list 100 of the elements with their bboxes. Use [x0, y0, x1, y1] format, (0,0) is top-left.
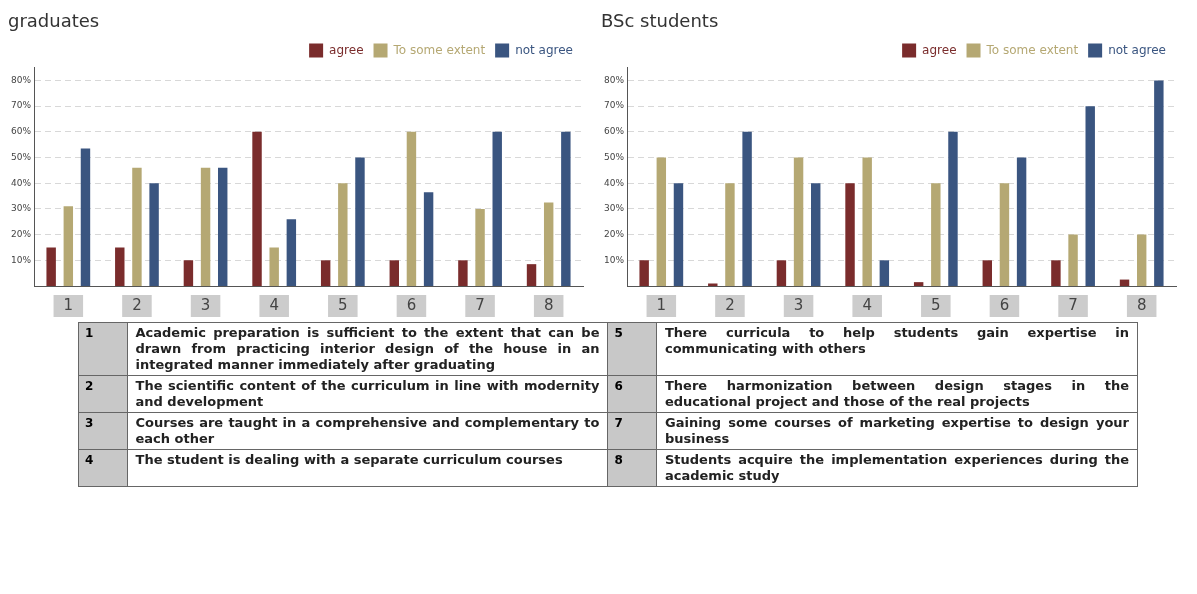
- bar: [338, 183, 348, 286]
- bar: [389, 260, 399, 286]
- bar: [1085, 106, 1095, 286]
- bar: [1068, 234, 1078, 286]
- text: Courses are taught in a comprehensive and complementary to each other: [127, 412, 608, 450]
- legend-label: agree: [329, 42, 364, 57]
- bar: [639, 260, 649, 286]
- bar: [200, 167, 211, 286]
- bar: [862, 157, 872, 286]
- x-tick-label: 1: [656, 295, 667, 314]
- legend-label: not agree: [1108, 42, 1166, 57]
- text: Academic preparation is sufficient to the extent that can be drawn from practicing interior design of the house in an integrated manner immediately after graduating: [127, 322, 608, 376]
- y-tick-label: 30%: [603, 203, 625, 214]
- bar: [80, 148, 91, 286]
- bar: [218, 167, 228, 286]
- chart-title: graduates: [8, 10, 100, 32]
- x-tick-label: 4: [862, 295, 872, 314]
- legend-label: To some extent: [392, 42, 486, 57]
- x-tick-label: 3: [200, 295, 211, 314]
- legend-label: To some extent: [985, 42, 1079, 57]
- bar: [982, 260, 992, 286]
- y-tick-label: 40%: [603, 177, 625, 188]
- category-label: 8: [607, 449, 657, 487]
- bar: [355, 157, 365, 286]
- bar: [183, 260, 194, 286]
- legend-label: not agree: [515, 42, 573, 57]
- x-tick-label: 1: [63, 295, 74, 314]
- y-tick-label: 20%: [10, 228, 32, 239]
- bar: [931, 183, 941, 286]
- bar: [252, 131, 262, 286]
- bar: [1016, 157, 1027, 286]
- x-tick-label: 8: [1136, 295, 1147, 314]
- y-tick-label: 80%: [603, 74, 625, 85]
- text: Students acquire the implementation experiences during the academic study: [656, 449, 1138, 487]
- bar: [776, 260, 787, 286]
- y-tick-label: 10%: [603, 254, 625, 265]
- bar: [458, 260, 468, 286]
- x-tick-label: 6: [999, 295, 1010, 314]
- bar: [999, 183, 1010, 286]
- y-tick-label: 10%: [10, 254, 32, 265]
- bar: [811, 183, 821, 286]
- bar: [793, 157, 804, 286]
- x-tick-label: 3: [793, 295, 804, 314]
- bar: [913, 282, 924, 286]
- bar: [656, 157, 667, 286]
- y-tick-label: 30%: [10, 203, 32, 214]
- bar: [1154, 80, 1164, 286]
- y-tick-label: 60%: [10, 126, 32, 137]
- category-label: 4: [78, 449, 128, 487]
- y-tick-label: 60%: [603, 126, 625, 137]
- y-tick-label: 80%: [10, 74, 32, 85]
- y-tick-label: 50%: [603, 151, 625, 162]
- bar: [46, 247, 56, 286]
- y-tick-label: 50%: [10, 151, 32, 162]
- x-tick-label: 4: [269, 295, 279, 314]
- bar: [708, 283, 718, 286]
- bar: [475, 208, 485, 286]
- x-tick-label: 2: [132, 295, 142, 314]
- bar: [149, 183, 159, 286]
- y-tick-label: 70%: [603, 100, 625, 111]
- x-tick-label: 8: [543, 295, 554, 314]
- bar: [879, 260, 890, 286]
- bar: [742, 131, 752, 286]
- x-tick-label: 7: [475, 295, 485, 314]
- bar: [845, 183, 855, 286]
- bar: [269, 247, 279, 286]
- x-tick-label: 6: [406, 295, 417, 314]
- category-label: 6: [607, 375, 657, 413]
- x-tick-label: 5: [338, 295, 348, 314]
- y-tick-label: 20%: [603, 228, 625, 239]
- bar: [423, 192, 434, 286]
- bar: [115, 247, 125, 286]
- text: There curricula to help students gain expertise in communicating with others: [656, 322, 1138, 376]
- bar: [1051, 260, 1061, 286]
- text: The student is dealing with a separate curriculum courses: [127, 449, 608, 487]
- bar: [725, 183, 735, 286]
- bar: [948, 131, 958, 286]
- bar: [406, 131, 417, 286]
- bar: [1136, 234, 1147, 286]
- bar: [63, 206, 74, 286]
- x-tick-label: 5: [931, 295, 941, 314]
- text: The scientific content of the curriculum in line with modernity and development: [127, 375, 608, 413]
- bar: [561, 131, 571, 286]
- bar: [492, 131, 502, 286]
- bar: [320, 260, 331, 286]
- x-tick-label: 2: [725, 295, 735, 314]
- legend-label: agree: [922, 42, 957, 57]
- category-label: 2: [78, 375, 128, 413]
- text: There harmonization between design stages in the educational project and those of the real projects: [656, 375, 1138, 413]
- bar: [132, 167, 142, 286]
- x-tick-label: 7: [1068, 295, 1078, 314]
- y-tick-label: 40%: [10, 177, 32, 188]
- text: Gaining some courses of marketing expertise to design your business: [656, 412, 1138, 450]
- bar: [286, 219, 297, 286]
- bar: [543, 202, 554, 286]
- bar: [673, 183, 684, 286]
- category-label: 7: [607, 412, 657, 450]
- chart-title: BSc students: [601, 10, 719, 32]
- y-tick-label: 70%: [10, 100, 32, 111]
- category-label: 3: [78, 412, 128, 450]
